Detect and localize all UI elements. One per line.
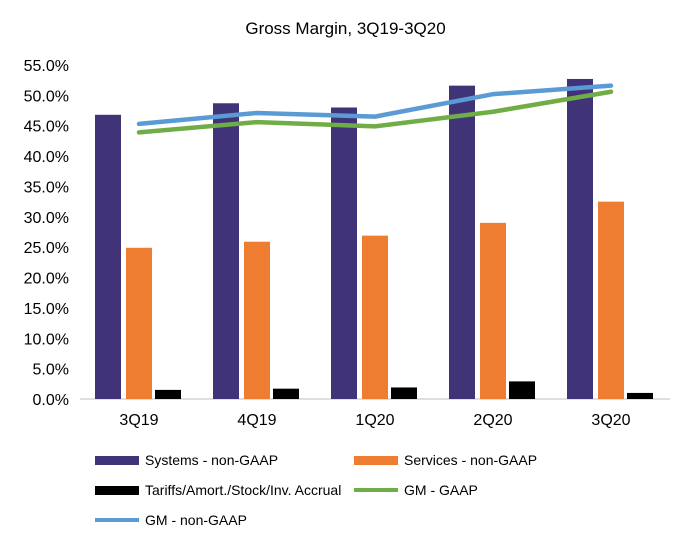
x-tick-label: 2Q20 [473,412,512,429]
y-tick-label: 50.0% [24,88,69,105]
y-tick-label: 25.0% [24,240,69,257]
y-tick-label: 15.0% [24,301,69,318]
x-tick-label: 3Q20 [591,412,630,429]
bar-tariffsamortstockinv-1q20 [391,387,417,399]
bar-tariffsamortstockinv-3q19 [155,389,181,399]
bar-systems-3q19 [95,114,121,400]
chart-title: Gross Margin, 3Q19-3Q20 [245,19,446,38]
y-tick-label: 20.0% [24,271,69,288]
x-tick-label: 1Q20 [355,412,394,429]
bar-tariffsamortstockinv-4q19 [273,388,299,399]
bar-systems-2q20 [449,85,475,399]
bar-services-2q20 [480,222,506,399]
bar-systems-1q20 [331,107,357,399]
y-tick-label: 5.0% [33,362,69,379]
bar-tariffsamortstockinv-2q20 [509,381,535,399]
bar-systems-3q20 [567,78,593,399]
y-tick-label: 55.0% [24,58,69,75]
y-tick-label: 30.0% [24,210,69,227]
y-tick-label: 10.0% [24,331,69,348]
y-tick-label: 40.0% [24,149,69,166]
bar-services-1q20 [362,235,388,399]
y-tick-label: 45.0% [24,119,69,136]
x-tick-label: 3Q19 [119,412,158,429]
bar-systems-4q19 [213,103,239,399]
bar-services-3q20 [598,201,624,399]
y-tick-label: 35.0% [24,179,69,196]
bar-services-4q19 [244,241,270,399]
line-gm-gaap [136,89,614,135]
y-tick-label: 0.0% [33,392,69,409]
bar-tariffsamortstockinv-3q20 [627,392,653,399]
bar-services-3q19 [126,247,152,399]
line-gm-non-gaap [136,83,614,127]
x-tick-label: 4Q19 [237,412,276,429]
